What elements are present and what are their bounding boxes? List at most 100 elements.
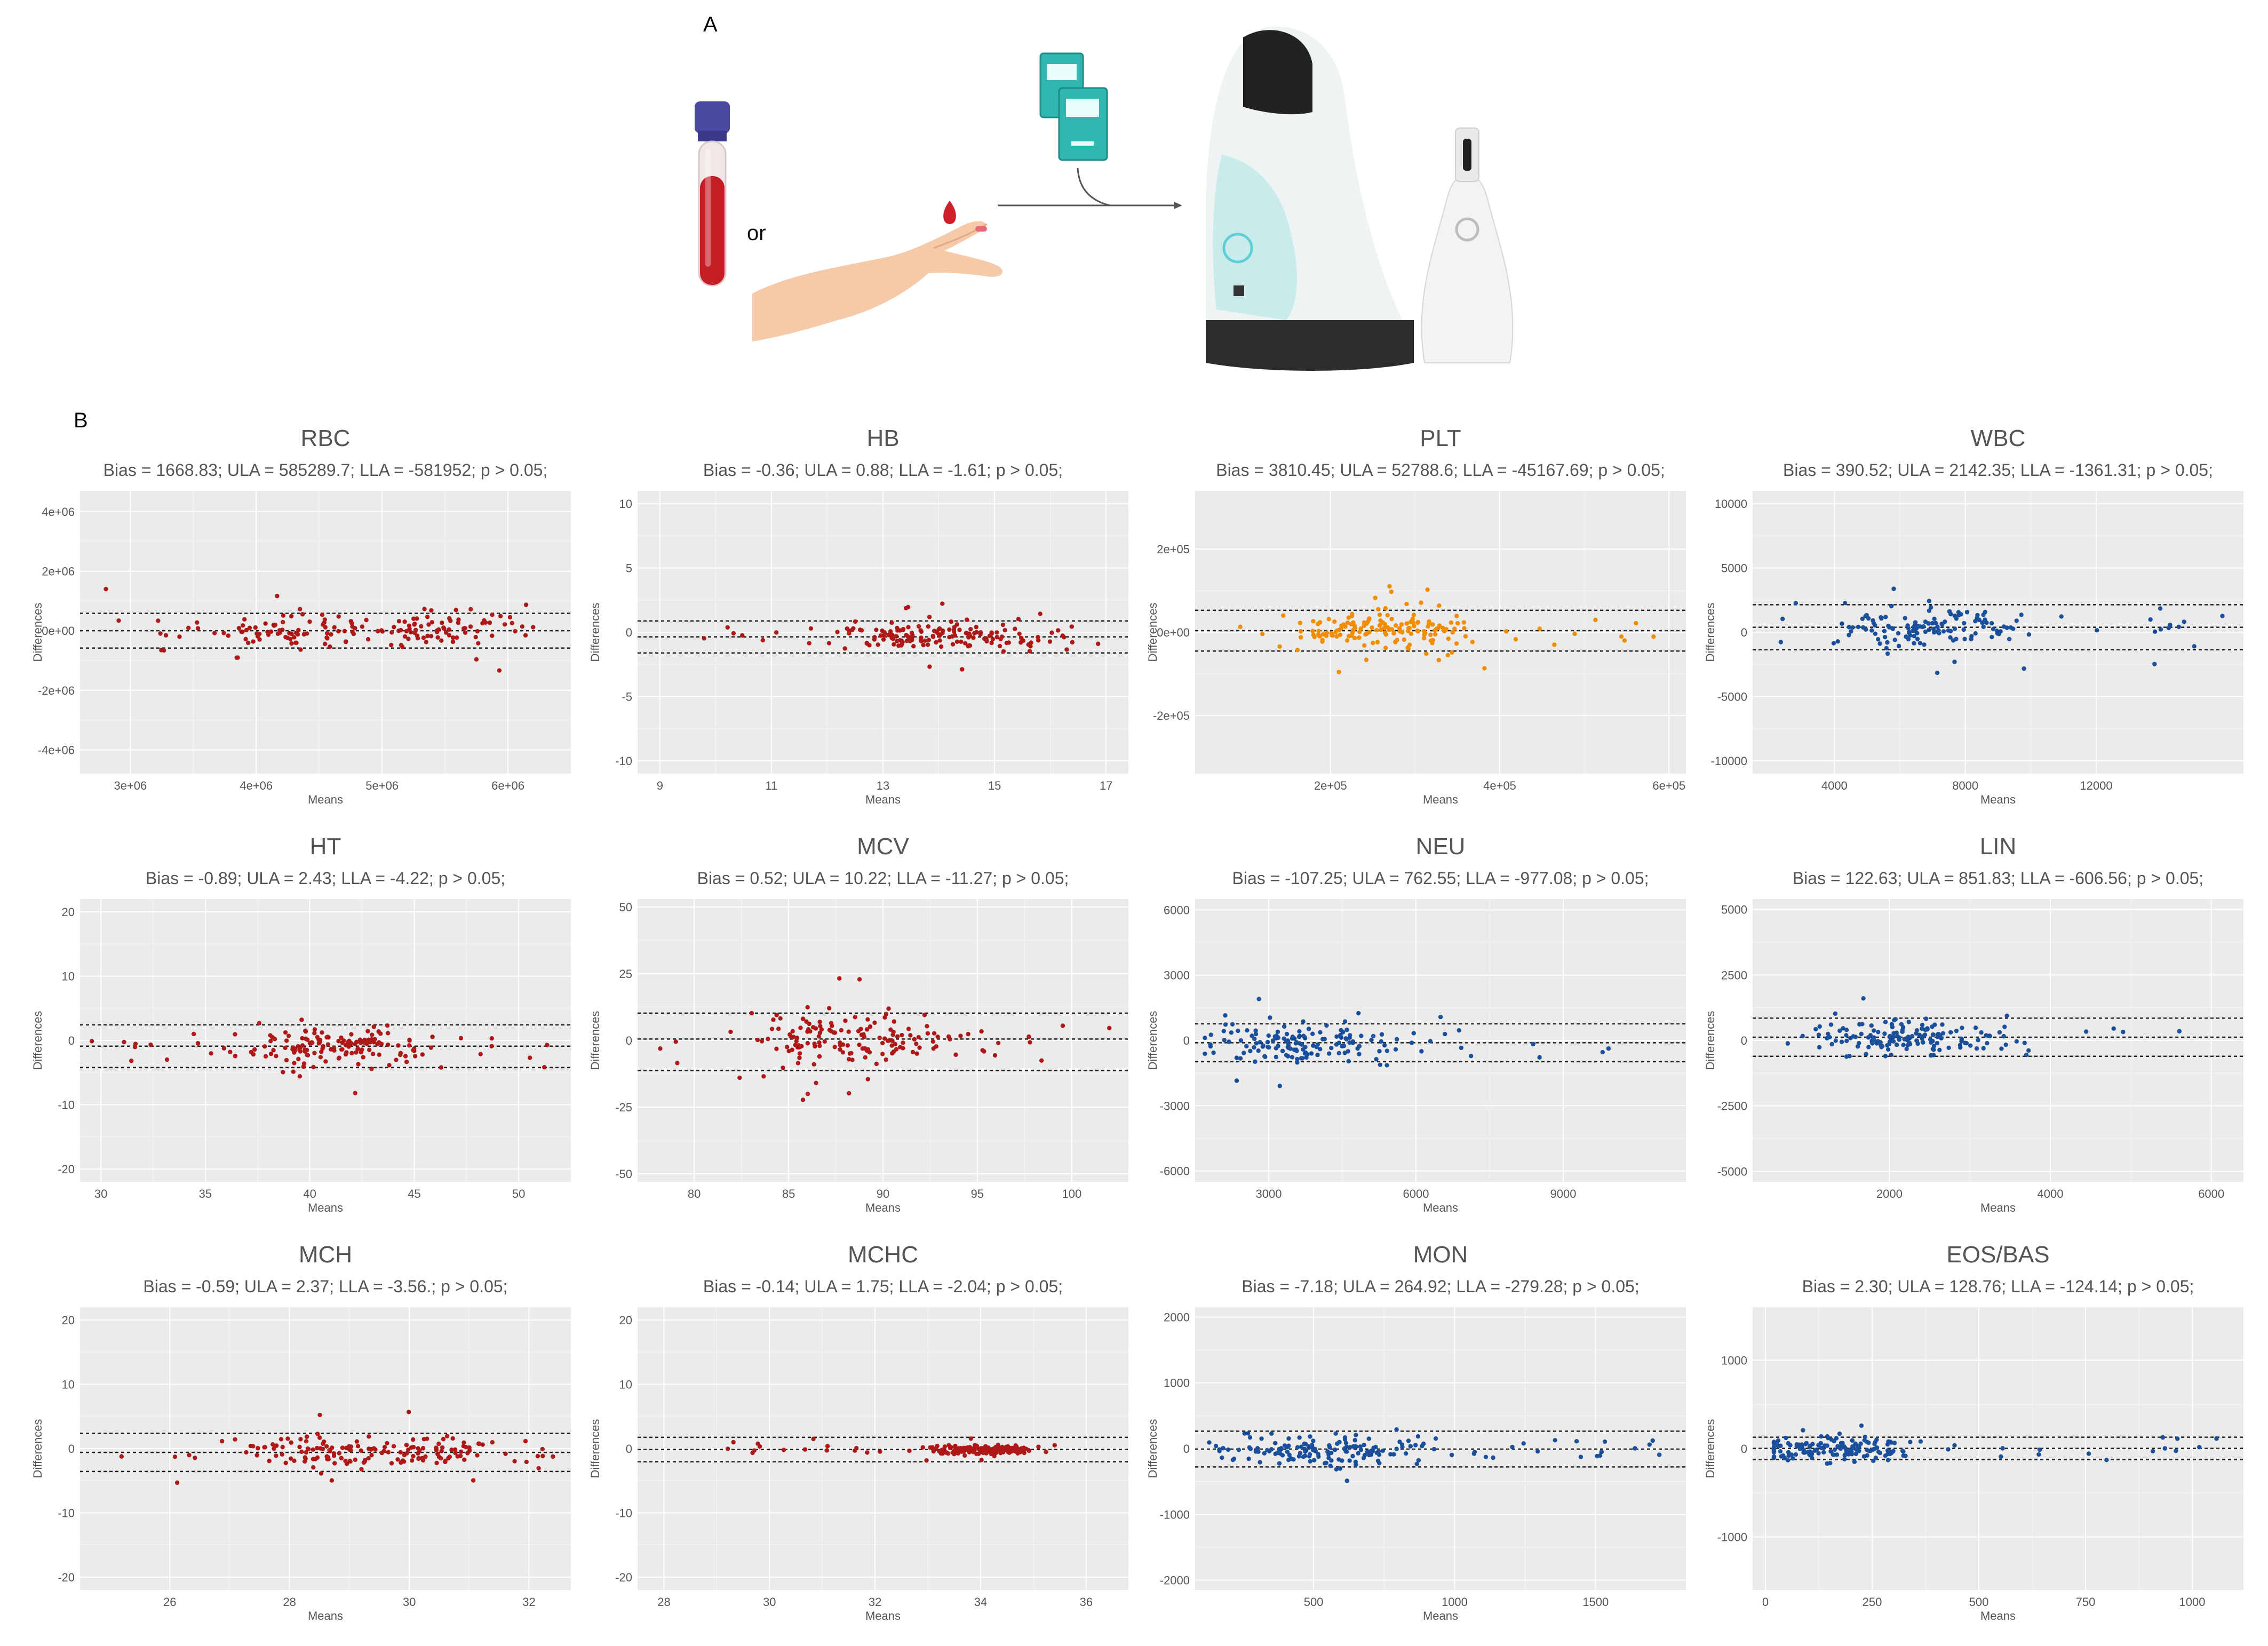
data-point (1366, 1436, 1372, 1441)
data-point (1974, 1046, 1979, 1051)
data-point (2001, 1033, 2006, 1039)
data-point (354, 1050, 359, 1055)
data-point (377, 1052, 381, 1057)
y-tick-label: -2000 (1160, 1574, 1190, 1587)
data-point (271, 623, 276, 627)
x-tick-label: 17 (1100, 779, 1112, 792)
data-point (395, 1457, 400, 1462)
data-point (340, 1040, 345, 1045)
data-point (725, 625, 730, 630)
data-point (1789, 1452, 1794, 1457)
data-point (1875, 637, 1881, 642)
data-point (838, 1047, 842, 1052)
data-point (2182, 619, 2186, 624)
y-tick-label: 0 (1741, 1442, 1747, 1456)
data-point (1981, 1046, 1986, 1051)
data-point (1421, 636, 1427, 641)
data-point (1849, 629, 1853, 634)
y-tick-label: 10 (619, 1378, 632, 1391)
data-point (1886, 623, 1891, 629)
data-point (461, 1457, 467, 1462)
data-point (1358, 1444, 1363, 1449)
data-point (1813, 1027, 1818, 1032)
data-point (1454, 641, 1459, 646)
x-axis-label: Means (1980, 1609, 2016, 1623)
data-point (355, 1046, 361, 1051)
data-point (1295, 648, 1300, 653)
data-point (905, 605, 911, 610)
data-point (411, 1453, 416, 1459)
data-point (1935, 670, 1940, 675)
data-point (1310, 1031, 1315, 1036)
data-point (524, 1459, 529, 1465)
data-point (299, 1017, 304, 1022)
data-point (1983, 609, 1987, 615)
data-point (2174, 1449, 2178, 1453)
data-point (2220, 614, 2225, 618)
data-point (362, 1037, 367, 1043)
data-point (1553, 1438, 1557, 1443)
y-tick-label: -1000 (1717, 1531, 1747, 1544)
data-point (1277, 1461, 1282, 1466)
data-point (318, 1055, 323, 1060)
x-tick-label: 11 (765, 779, 777, 792)
data-point (865, 1047, 870, 1052)
data-point (324, 1035, 329, 1040)
data-point (1433, 632, 1438, 637)
data-point (1382, 1043, 1387, 1048)
y-axis-label: Differences (1146, 1419, 1159, 1478)
data-point (434, 630, 440, 634)
data-point (396, 1043, 401, 1048)
data-point (1915, 631, 1920, 635)
data-point (328, 1449, 332, 1454)
data-point (1001, 649, 1006, 654)
data-point (482, 618, 487, 623)
data-point (2152, 629, 2158, 634)
data-point (1801, 1428, 1805, 1433)
data-point (449, 1448, 454, 1452)
data-point (320, 1030, 324, 1035)
data-point (1906, 637, 1911, 642)
data-point (1930, 621, 1935, 626)
data-point (540, 1453, 545, 1459)
data-point (416, 1451, 420, 1456)
data-point (1865, 1453, 1869, 1458)
data-point (940, 601, 945, 606)
data-point (1258, 1040, 1262, 1045)
data-point (298, 607, 303, 611)
data-point (1784, 1435, 1788, 1441)
data-point (447, 616, 452, 621)
data-point (1903, 1453, 1908, 1458)
data-point (1513, 637, 1518, 642)
data-point (880, 1040, 885, 1046)
data-point (979, 1446, 984, 1451)
x-tick-label: 4000 (2038, 1187, 2064, 1200)
plot-neu: NEU Bias = -107.25; ULA = 762.55; LLA = -… (1136, 830, 1702, 1235)
data-point (309, 1040, 314, 1046)
data-point (974, 630, 979, 635)
data-point (1342, 1437, 1348, 1442)
plot-title: MCV (857, 833, 909, 860)
data-point (317, 1435, 322, 1440)
data-point (1891, 1031, 1896, 1036)
data-point (917, 1045, 922, 1050)
x-tick-label: 85 (782, 1187, 795, 1200)
data-point (323, 625, 328, 630)
data-point (315, 1445, 320, 1451)
data-point (1816, 1032, 1821, 1037)
data-point (1885, 1458, 1890, 1462)
data-point (1816, 1443, 1821, 1448)
data-point (343, 639, 348, 645)
data-point (429, 608, 434, 613)
data-point (263, 1054, 268, 1059)
y-tick-label: 4e+06 (42, 505, 75, 519)
data-point (1883, 1020, 1888, 1024)
data-point (998, 637, 1003, 641)
data-point (1318, 1047, 1323, 1052)
data-point (1328, 1450, 1334, 1456)
data-point (979, 1029, 984, 1034)
data-point (512, 1459, 517, 1464)
data-point (1220, 1455, 1224, 1460)
data-point (1377, 623, 1382, 628)
data-point (1415, 620, 1420, 625)
